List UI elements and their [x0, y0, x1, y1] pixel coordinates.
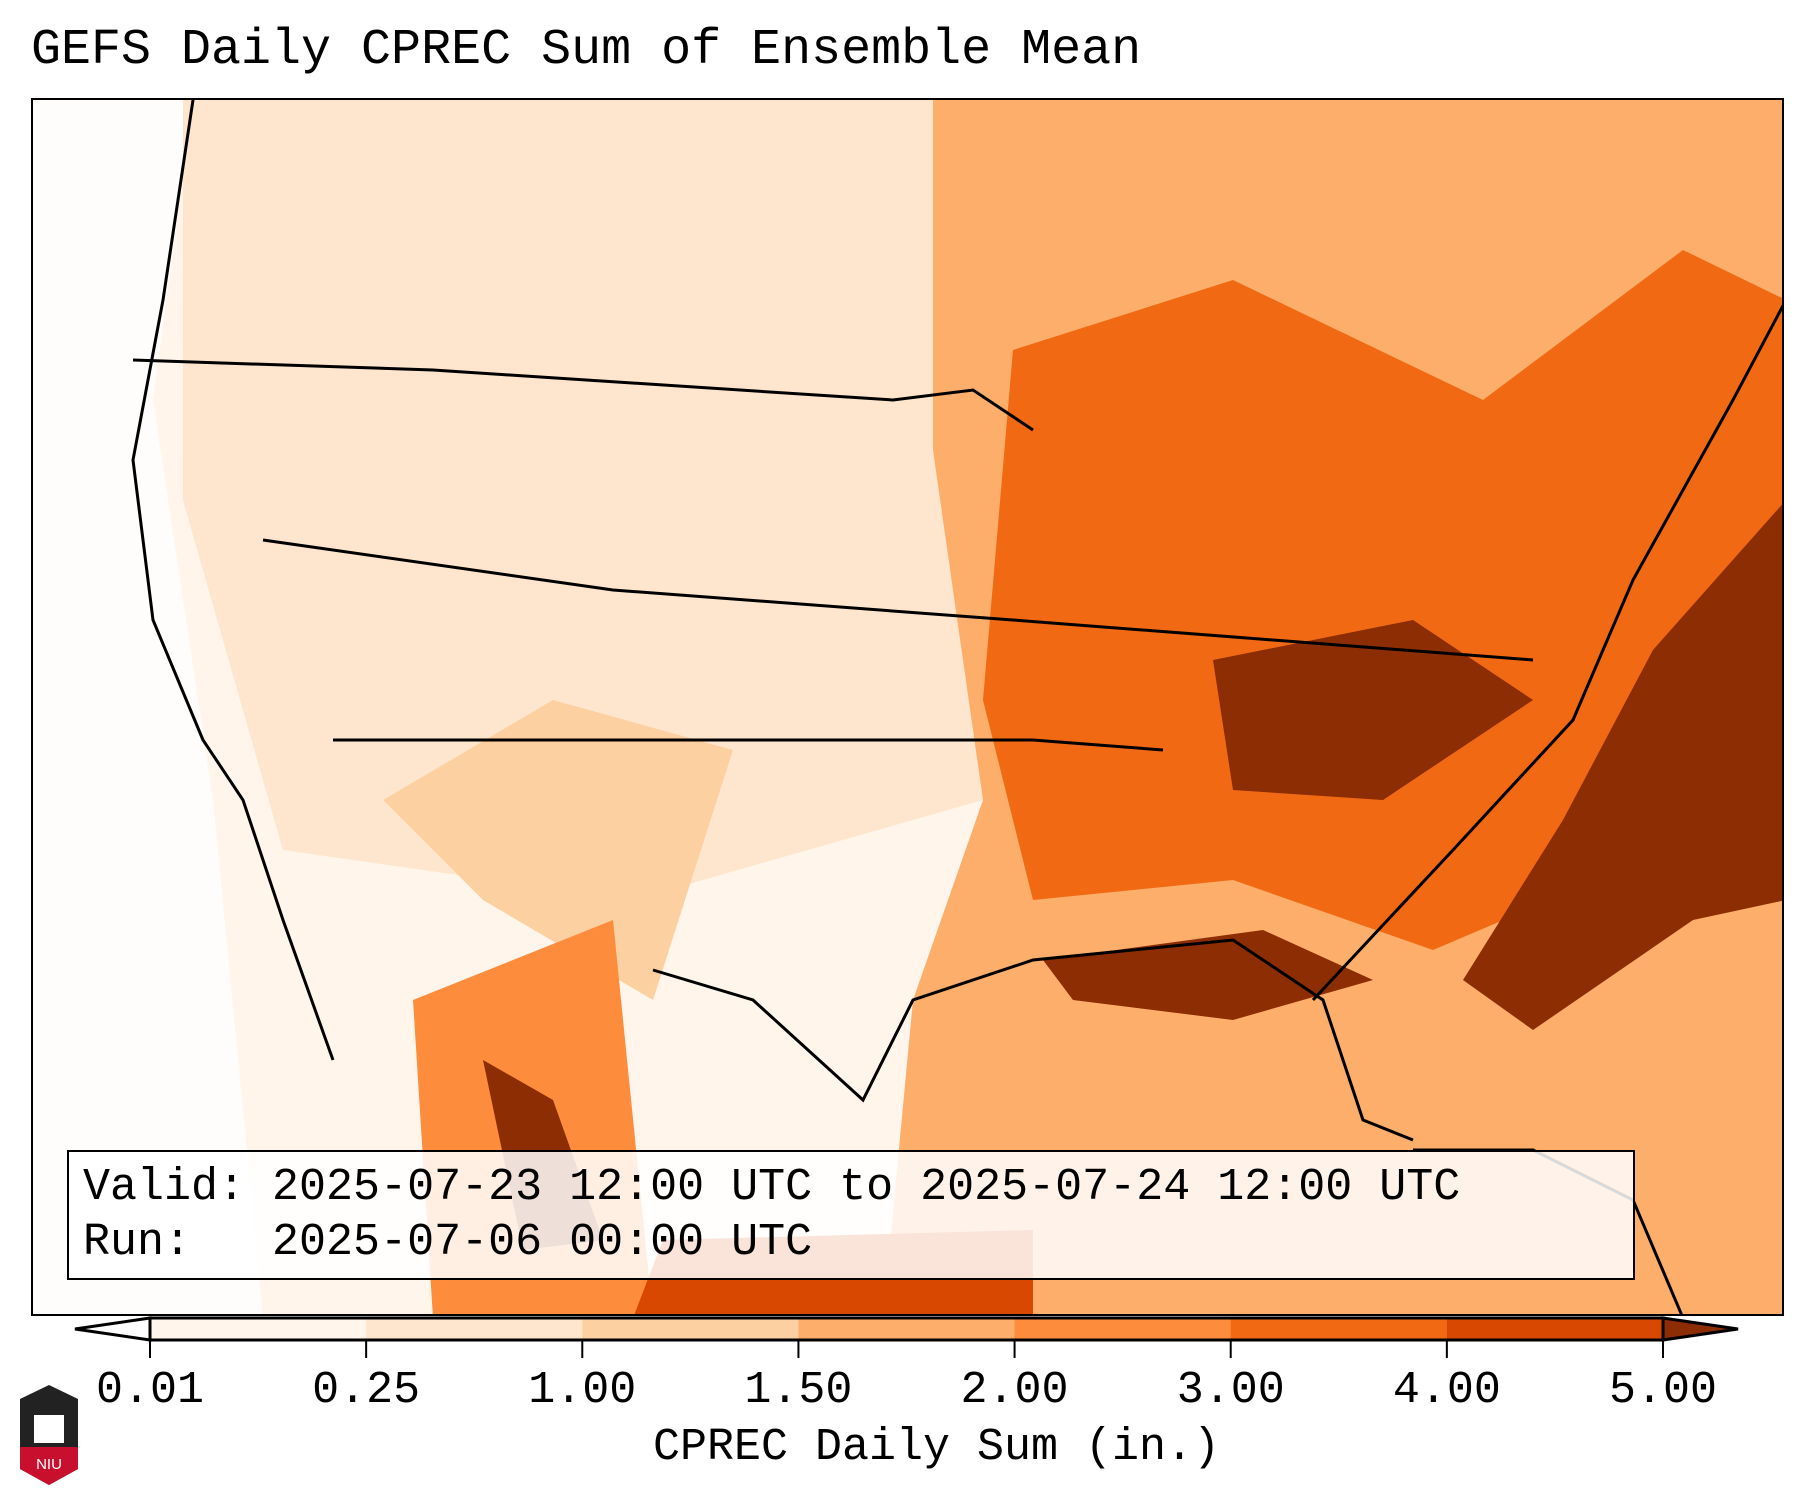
colorbar-outline [148, 1316, 1665, 1342]
logo-building [34, 1415, 64, 1443]
pacific-dry-region [33, 100, 263, 1314]
run-value: 2025-07-06 00:00 UTC [272, 1217, 813, 1268]
niu-logo: NIU [20, 1385, 78, 1485]
colorbar-tick-label: 4.00 [1392, 1365, 1501, 1416]
colorbar-segment [1446, 1318, 1664, 1340]
gulf-coast-heavy-precip-region [1043, 930, 1373, 1020]
valid-run-box: Valid: 2025-07-23 12:00 UTC to 2025-07-2… [67, 1150, 1635, 1280]
colorbar-tick-label: 2.00 [960, 1365, 1069, 1416]
colorbar-under-extension [74, 1316, 152, 1342]
colorbar-segment [582, 1318, 799, 1340]
colorbar-segment [366, 1318, 583, 1340]
colorbar-tick-label: 0.01 [95, 1365, 205, 1416]
colorbar [74, 1316, 1739, 1358]
central-state-border [333, 738, 1164, 752]
logo-text: NIU [36, 1456, 62, 1473]
mid-latitude-state-border [262, 538, 1534, 662]
west-coastline [131, 100, 335, 1061]
colorbar-segment [150, 1318, 367, 1340]
valid-label: Valid: [83, 1162, 246, 1213]
precip-map [31, 98, 1784, 1316]
colorbar-tick-label: 5.00 [1608, 1365, 1718, 1416]
logo-shield-base [20, 1447, 78, 1485]
precip-field [33, 100, 1782, 1314]
southwest-precip-region [383, 700, 733, 1000]
east-coastline [1311, 304, 1782, 1002]
colorbar-tick-label: 1.50 [744, 1365, 853, 1416]
colorbar-label: CPREC Daily Sum (in.) [652, 1422, 1221, 1473]
colorbar-segment [1230, 1318, 1448, 1340]
eastern-moderate-precip-region [983, 250, 1782, 950]
atlantic-heavy-precip-band [1463, 504, 1782, 1030]
colorbar-tick-label: 0.25 [312, 1365, 421, 1416]
run-label: Run: [83, 1217, 192, 1268]
colorbar-tick-label: 1.00 [528, 1365, 637, 1416]
colorbar-tick-label: 3.00 [1176, 1365, 1285, 1416]
map-title: GEFS Daily CPREC Sum of Ensemble Mean [31, 22, 1142, 79]
northern-state-border [132, 358, 1034, 432]
colorbar-segment [1014, 1318, 1232, 1340]
colorbar-over-extension [1661, 1316, 1739, 1342]
valid-value: 2025-07-23 12:00 UTC to 2025-07-24 12:00… [272, 1162, 1461, 1213]
gulf-coastline [652, 938, 1414, 1142]
colorbar-segment [798, 1318, 1016, 1340]
western-light-precip-region [183, 100, 983, 900]
ohio-valley-heavy-precip-region [1213, 620, 1533, 800]
